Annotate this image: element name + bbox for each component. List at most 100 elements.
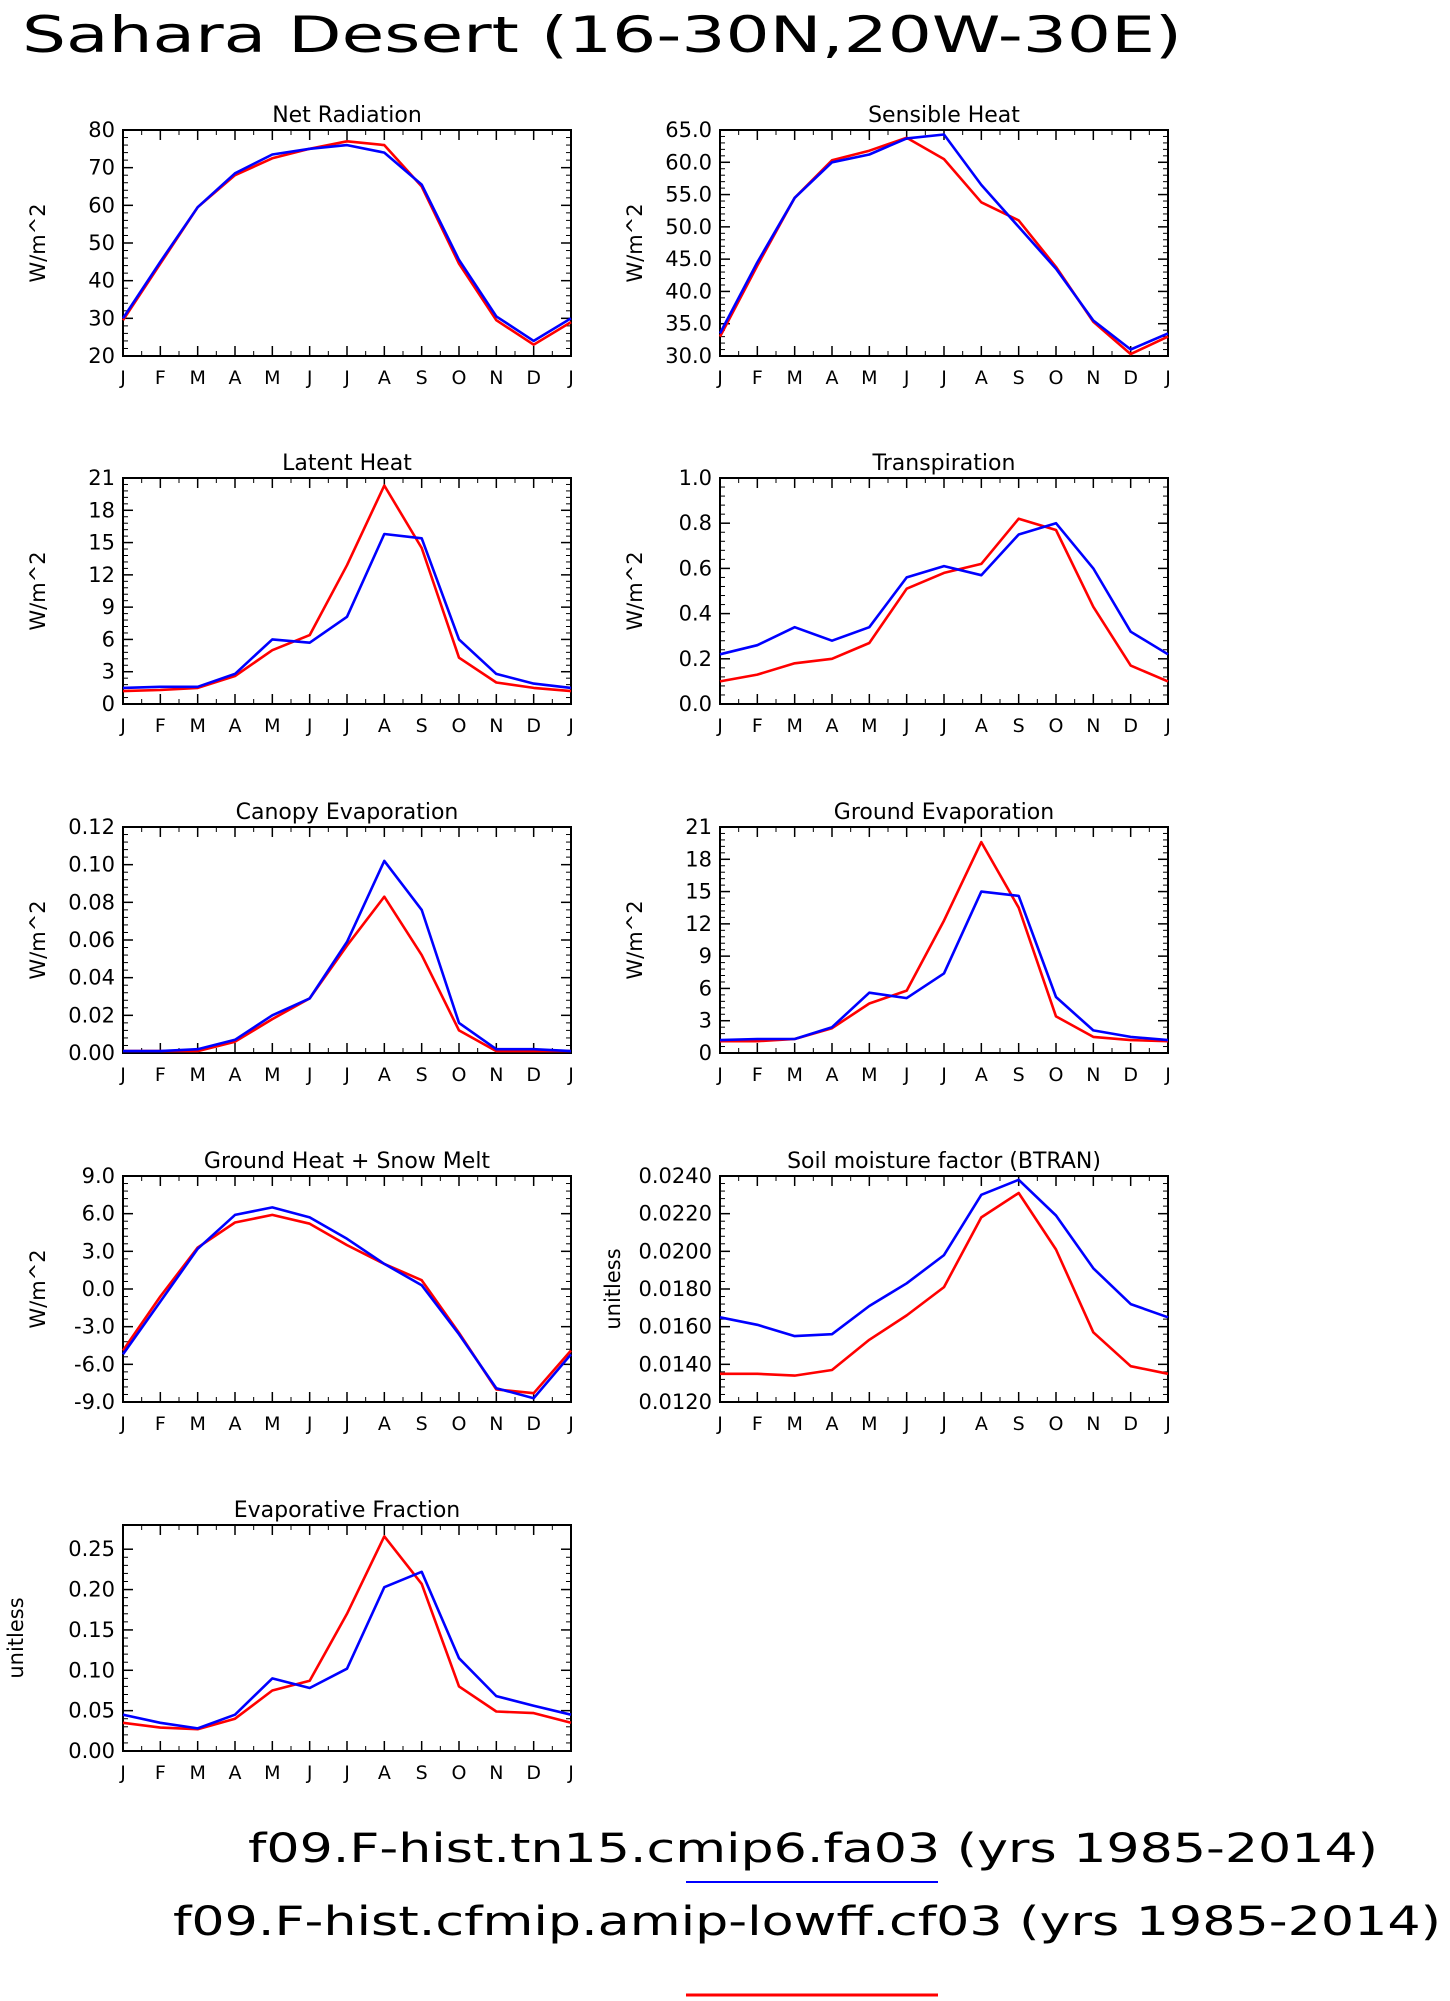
x-tick-label: N — [1086, 367, 1100, 389]
y-tick-label: 21 — [685, 815, 712, 839]
x-tick-label: D — [526, 1064, 541, 1086]
x-tick-label: D — [526, 367, 541, 389]
x-tick-label: J — [940, 1413, 947, 1435]
x-tick-label: J — [940, 715, 947, 737]
x-tick-label: J — [1164, 1064, 1171, 1086]
x-tick-label: M — [861, 1064, 877, 1086]
panel-frame — [719, 826, 1169, 1054]
y-tick-label: 18 — [685, 847, 712, 871]
y-tick-label: 30.0 — [665, 344, 712, 368]
x-tick-label: J — [119, 1762, 126, 1784]
x-tick-label: J — [306, 367, 313, 389]
x-tick-label: F — [752, 715, 763, 737]
x-tick-label: A — [975, 1413, 988, 1435]
y-tick-label: 9 — [102, 595, 115, 619]
x-tick-label: O — [452, 367, 467, 389]
x-tick-label: S — [1013, 1413, 1025, 1435]
x-tick-label: J — [903, 1064, 910, 1086]
series-line-1 — [122, 484, 572, 693]
series-line-0 — [719, 890, 1169, 1042]
x-tick-label: D — [1123, 715, 1138, 737]
x-tick-label: S — [416, 1064, 428, 1086]
y-tick-label: 40.0 — [665, 279, 712, 303]
x-tick-label: M — [861, 367, 877, 389]
y-axis-label: W/m^2 — [623, 900, 647, 979]
series-line-1 — [718, 136, 1169, 356]
x-tick-label: O — [452, 1064, 467, 1086]
panel-4: J F M A M J J A S O N D J0.000.020.040.060.080.100.1… — [26, 800, 574, 1086]
panel-7: J F M A M J J A S O N D J0.01200.01400.01600.01800.0… — [601, 1149, 1171, 1435]
y-tick-label: 40 — [88, 269, 115, 293]
x-tick-label: M — [189, 367, 205, 389]
x-tick-label: F — [752, 367, 763, 389]
x-tick-label: N — [1086, 715, 1100, 737]
x-tick-label: A — [378, 1413, 391, 1435]
y-axis-label: unitless — [4, 1597, 28, 1678]
x-tick-label: J — [119, 367, 126, 389]
x-tick-label: O — [452, 1413, 467, 1435]
x-tick-label: J — [567, 1413, 574, 1435]
x-tick-label: J — [567, 367, 574, 389]
x-tick-label: M — [189, 1413, 205, 1435]
x-tick-label: J — [306, 1413, 313, 1435]
x-tick-label: J — [1164, 367, 1171, 389]
y-axis-label: W/m^2 — [623, 203, 647, 282]
legend: f09.F-hist.tn15.cmip6.fa03 (yrs 1985-201… — [173, 1826, 1441, 1997]
figure-title: Sahara Desert (16-30N,20W-30E) — [22, 6, 1182, 64]
x-tick-label: A — [826, 1064, 839, 1086]
legend-label-0: f09.F-hist.tn15.cmip6.fa03 (yrs 1985-201… — [248, 1826, 1378, 1872]
x-tick-label: A — [378, 715, 391, 737]
x-tick-label: J — [119, 715, 126, 737]
y-tick-label: 0.04 — [68, 966, 115, 990]
x-tick-label: O — [452, 1762, 467, 1784]
panel-title: Evaporative Fraction — [234, 1498, 460, 1523]
x-tick-label: S — [416, 1762, 428, 1784]
x-tick-label: O — [1049, 367, 1064, 389]
y-tick-label: 6 — [699, 976, 712, 1000]
series-line-1 — [719, 517, 1169, 683]
x-tick-label: S — [416, 1413, 428, 1435]
x-tick-label: J — [1164, 715, 1171, 737]
panel-frame — [719, 129, 1169, 357]
panel-title: Ground Heat + Snow Melt — [204, 1149, 491, 1174]
panel-1: J F M A M J J A S O N D J30.035.040.045.050.055.060.… — [623, 103, 1171, 389]
y-tick-label: 0 — [699, 1041, 712, 1065]
series-line-0 — [123, 859, 572, 1053]
x-tick-label: J — [306, 1064, 313, 1086]
x-tick-label: F — [155, 1762, 166, 1784]
panel-frame — [122, 1524, 572, 1752]
x-tick-label: D — [1123, 1413, 1138, 1435]
panel-title: Ground Evaporation — [834, 800, 1054, 825]
y-tick-label: 0.2 — [679, 647, 712, 671]
x-tick-label: A — [378, 367, 391, 389]
series-line-1 — [720, 840, 1169, 1043]
y-tick-label: 0 — [102, 692, 115, 716]
y-tick-label: 50 — [88, 231, 115, 255]
series-line-1 — [123, 895, 571, 1053]
x-tick-label: J — [903, 1413, 910, 1435]
x-tick-label: O — [452, 715, 467, 737]
y-tick-label: 18 — [88, 498, 115, 522]
panel-8: J F M A M J J A S O N D J0.000.050.100.150.200.25Eva… — [4, 1498, 574, 1784]
y-tick-label: 30 — [88, 306, 115, 330]
legend-label-1: f09.F-hist.cfmip.amip-lowff.cf03 (yrs 19… — [173, 1899, 1441, 1945]
y-tick-label: 0.06 — [68, 928, 115, 952]
x-tick-label: M — [786, 1064, 802, 1086]
panel-title: Soil moisture factor (BTRAN) — [787, 1149, 1101, 1174]
x-tick-label: M — [786, 1413, 802, 1435]
x-tick-label: A — [826, 1413, 839, 1435]
x-tick-label: D — [1123, 1064, 1138, 1086]
x-tick-label: J — [343, 1762, 350, 1784]
x-tick-label: J — [716, 1064, 723, 1086]
y-tick-label: 0.00 — [68, 1739, 115, 1763]
y-tick-label: 15 — [685, 880, 712, 904]
y-tick-label: 65.0 — [665, 118, 712, 142]
series-line-0 — [719, 1178, 1169, 1338]
y-tick-label: 21 — [88, 466, 115, 490]
series-line-0 — [718, 133, 1169, 351]
y-tick-label: 0.0 — [679, 692, 712, 716]
x-tick-label: J — [343, 715, 350, 737]
y-tick-label: -3.0 — [74, 1315, 115, 1339]
y-tick-label: 0.4 — [679, 602, 712, 626]
panel-title: Latent Heat — [282, 451, 412, 476]
